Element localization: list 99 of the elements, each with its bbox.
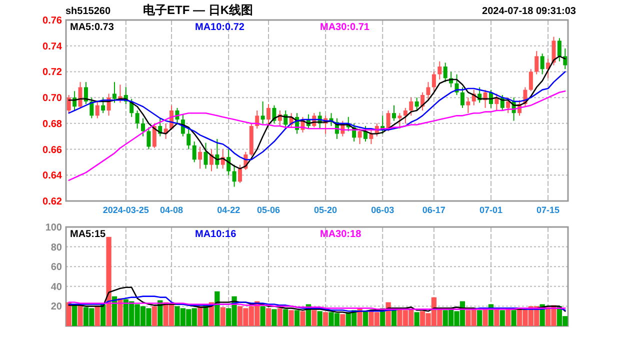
candlestick <box>266 104 271 127</box>
bar <box>500 310 505 326</box>
y-tick-label: 0.62 <box>42 196 62 208</box>
y-tick-label: 0.68 <box>42 118 62 130</box>
y-tick-label: 60 <box>50 262 62 274</box>
y-tick-label: 0.76 <box>42 16 62 26</box>
candlestick <box>466 97 470 114</box>
y-tick-label: 0.64 <box>42 170 62 182</box>
line-series <box>68 302 566 310</box>
candlestick <box>443 62 448 83</box>
bar <box>300 311 306 326</box>
bar <box>277 308 282 326</box>
bar <box>118 298 123 326</box>
bar <box>272 309 277 326</box>
candlestick <box>66 94 71 114</box>
candlestick <box>563 48 568 70</box>
x-tick-label: 05-20 <box>314 205 338 215</box>
candlestick <box>141 118 146 137</box>
bar <box>100 304 106 326</box>
candlestick <box>409 97 414 116</box>
candlestick <box>403 107 408 124</box>
y-tick-label: 0.72 <box>42 67 62 78</box>
candlestick <box>392 104 396 122</box>
bar <box>317 311 322 326</box>
candlestick <box>540 53 544 75</box>
x-tick-label: 2024-03-25 <box>102 205 149 215</box>
bar <box>283 309 288 326</box>
candlestick <box>95 100 100 119</box>
candlestick <box>186 128 191 150</box>
candlestick <box>232 164 236 188</box>
bar <box>106 236 112 326</box>
text: MA5:15 <box>70 229 106 240</box>
bar <box>477 310 482 326</box>
candlestick <box>358 128 362 145</box>
bar <box>511 310 516 326</box>
candlestick <box>414 97 419 111</box>
candlestick <box>369 129 374 145</box>
candlestick <box>135 110 140 130</box>
candlestick <box>226 148 231 176</box>
x-tick-label: 06-03 <box>371 205 394 215</box>
text: 2024-07-18 09:31:03 <box>482 6 576 17</box>
bar <box>152 306 157 326</box>
bar <box>482 309 488 326</box>
bar <box>506 309 511 326</box>
candlestick <box>432 71 436 92</box>
candlestick <box>260 100 265 124</box>
bar <box>260 306 266 326</box>
x-tick-label: 04-08 <box>160 205 184 215</box>
x-tick-label: 06-17 <box>422 205 446 215</box>
bar <box>322 312 328 326</box>
candlestick <box>438 60 442 80</box>
bar <box>220 307 226 326</box>
text: MA5:0.73 <box>70 22 114 33</box>
candlestick <box>255 110 260 130</box>
candlestick <box>112 82 116 104</box>
candlestick <box>426 82 430 101</box>
candlestick <box>557 38 562 62</box>
x-tick-label: 05-06 <box>256 205 280 215</box>
bar <box>78 305 83 326</box>
y-tick-label: 0.70 <box>42 93 62 104</box>
x-tick-label: 07-15 <box>536 205 560 215</box>
candlestick <box>552 36 556 66</box>
candlestick <box>506 97 510 114</box>
candlestick <box>101 97 106 114</box>
line-series <box>68 90 566 181</box>
bar <box>340 314 346 326</box>
text: sh515260 <box>65 6 111 17</box>
bar <box>288 310 294 326</box>
y-tick-label: 80 <box>50 242 62 254</box>
bar <box>414 312 420 326</box>
bar <box>362 311 368 326</box>
candlestick <box>78 82 82 108</box>
bar <box>294 310 300 326</box>
candlestick <box>238 164 242 184</box>
text: MA10:16 <box>195 229 237 240</box>
y-tick-label: 0.66 <box>42 144 62 156</box>
text: MA10:0.72 <box>195 22 245 33</box>
candlestick <box>204 142 208 170</box>
bar <box>266 308 272 326</box>
bar <box>94 306 100 326</box>
bar <box>312 310 317 326</box>
x-tick-label: 04-22 <box>217 205 240 215</box>
text: MA30:18 <box>320 229 362 240</box>
candlestick <box>84 82 88 105</box>
y-tick-label: 100 <box>45 222 62 234</box>
y-tick-label: 0.74 <box>42 41 62 52</box>
y-tick-label: 20 <box>50 302 62 313</box>
bar <box>197 306 203 326</box>
candlestick <box>398 112 402 130</box>
candlestick <box>198 146 202 170</box>
candlestick <box>146 126 151 150</box>
candlestick <box>460 86 464 108</box>
x-tick-label: 07-01 <box>479 205 503 215</box>
candlestick <box>528 68 533 92</box>
text: MA30:0.71 <box>320 22 370 33</box>
y-tick-label: 40 <box>50 282 62 293</box>
candlestick <box>534 50 539 75</box>
chart-title: 电子ETF — 日K线图 <box>143 3 253 17</box>
candlestick <box>192 141 196 163</box>
